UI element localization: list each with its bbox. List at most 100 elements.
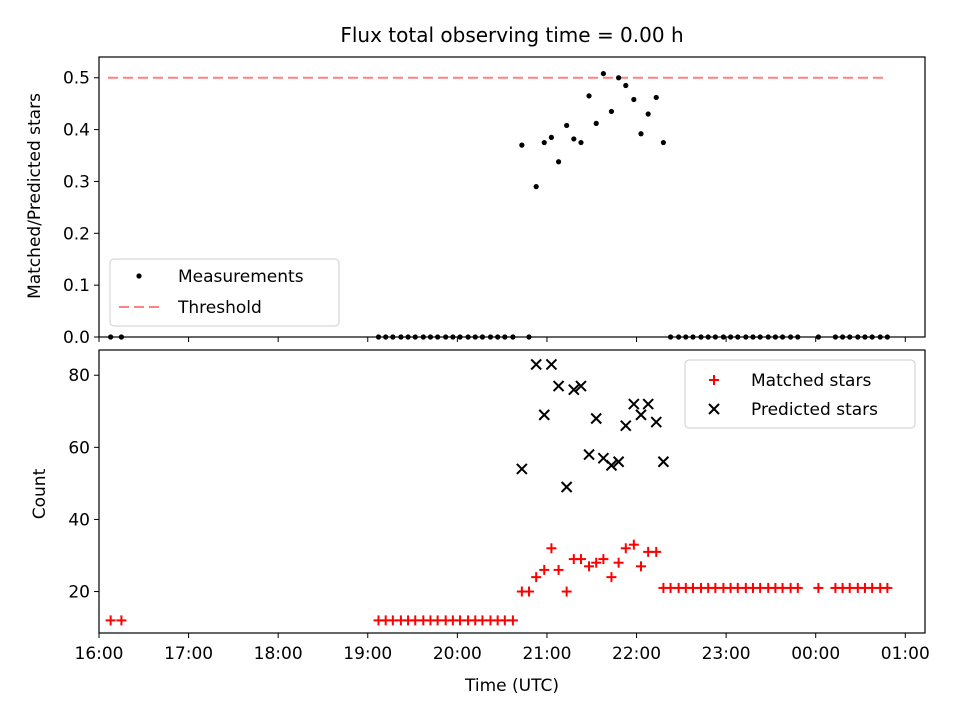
measurement-point bbox=[405, 334, 411, 340]
measurement-point bbox=[757, 334, 763, 340]
matched-stars-point bbox=[539, 564, 550, 575]
bottom-y-tick-label: 40 bbox=[68, 510, 90, 530]
legend-predicted-marker bbox=[708, 403, 720, 415]
x-tick-label: 19:00 bbox=[343, 644, 392, 664]
measurement-point bbox=[653, 94, 659, 101]
measurement-point bbox=[390, 334, 396, 340]
matched-stars-point bbox=[584, 561, 595, 572]
predicted-stars-point bbox=[568, 383, 580, 396]
measurement-point bbox=[593, 120, 599, 126]
legend-predicted-label: Predicted stars bbox=[751, 400, 878, 420]
x-tick-label: 00:00 bbox=[791, 644, 840, 664]
measurement-point bbox=[638, 131, 644, 137]
matched-stars-point bbox=[531, 572, 542, 583]
measurement-point bbox=[479, 334, 486, 340]
measurement-point bbox=[660, 139, 667, 146]
measurement-point bbox=[472, 334, 478, 340]
predicted-stars-point bbox=[605, 459, 618, 472]
x-tick-label: 20:00 bbox=[433, 644, 482, 664]
predicted-stars-point bbox=[545, 358, 558, 371]
measurement-point bbox=[435, 334, 441, 340]
measurement-point bbox=[578, 139, 584, 146]
bottom-panel: 20 40 60 80 16:00 17:00 18:00 19:00 20:00 21:00 22… bbox=[68, 349, 930, 664]
matched-stars-point bbox=[524, 586, 535, 597]
measurement-point bbox=[600, 70, 606, 77]
top-y-tick-label: 0.1 bbox=[63, 276, 90, 296]
predicted-stars-point bbox=[538, 409, 550, 421]
measurement-point bbox=[443, 334, 449, 340]
measurement-point bbox=[855, 334, 861, 340]
measurement-point bbox=[690, 334, 696, 340]
top-y-tick-label: 0.0 bbox=[63, 328, 90, 348]
measurement-point bbox=[108, 334, 114, 340]
measurement-point bbox=[533, 184, 539, 190]
predicted-stars-point bbox=[650, 416, 662, 428]
predicted-stars-point bbox=[530, 358, 542, 371]
predicted-stars-point bbox=[628, 398, 640, 410]
predicted-stars-point bbox=[552, 380, 565, 392]
matched-stars-point bbox=[636, 561, 647, 572]
x-tick-label: 21:00 bbox=[522, 644, 571, 664]
measurement-point bbox=[502, 334, 508, 340]
matched-stars-point bbox=[792, 582, 803, 593]
measurement-point bbox=[526, 334, 532, 340]
measurement-point bbox=[465, 334, 471, 340]
matched-stars-point bbox=[553, 564, 564, 575]
x-tick-label: 17:00 bbox=[164, 644, 213, 664]
top-y-tick-label: 0.2 bbox=[63, 224, 90, 244]
predicted-stars-point bbox=[590, 412, 602, 425]
measurement-point bbox=[616, 75, 622, 81]
predicted-stars-point bbox=[657, 456, 670, 468]
bottom-y-tick-label: 60 bbox=[68, 438, 90, 458]
measurement-point bbox=[839, 334, 846, 340]
legend-threshold-label: Threshold bbox=[177, 298, 262, 318]
measurement-point bbox=[815, 334, 821, 340]
predicted-stars-point bbox=[642, 398, 654, 410]
matched-stars-point bbox=[546, 543, 557, 554]
matched-stars-point bbox=[628, 539, 639, 550]
measurement-point bbox=[495, 334, 501, 340]
chart-title: Flux total observing time = 0.00 h bbox=[340, 23, 683, 47]
measurement-point bbox=[548, 134, 555, 140]
matched-stars-point bbox=[598, 554, 609, 565]
measurement-point bbox=[862, 334, 868, 340]
predicted-stars-point bbox=[516, 463, 528, 475]
measurement-point bbox=[884, 334, 890, 340]
top-y-axis-label: Matched/Predicted stars bbox=[25, 93, 45, 299]
matched-stars-point bbox=[575, 554, 586, 565]
measurement-point bbox=[779, 334, 786, 340]
measurement-point bbox=[564, 122, 570, 129]
bottom-legend: Matched stars Predicted stars bbox=[684, 359, 916, 429]
measurement-point bbox=[608, 108, 615, 115]
legend-measurements-marker bbox=[136, 273, 142, 279]
bottom-y-tick-label: 80 bbox=[68, 366, 90, 386]
measurement-point bbox=[698, 334, 704, 340]
measurement-point bbox=[398, 334, 404, 340]
matched-stars-point bbox=[620, 543, 631, 554]
measurement-point bbox=[788, 334, 794, 340]
measurement-point bbox=[765, 334, 771, 340]
bottom-plot-frame bbox=[98, 349, 926, 634]
top-panel: 0.0 0.1 0.2 0.3 0.4 0.5 Measurements Threshold bbox=[63, 56, 926, 348]
measurement-point bbox=[676, 334, 682, 340]
measurement-point bbox=[712, 334, 718, 340]
matched-stars-point bbox=[813, 582, 824, 593]
predicted-stars-point bbox=[620, 419, 632, 432]
matched-stars-point bbox=[606, 572, 617, 583]
matched-stars-point bbox=[651, 546, 662, 557]
measurement-point bbox=[450, 334, 456, 340]
measurement-point bbox=[727, 334, 734, 340]
measurement-point bbox=[743, 334, 749, 340]
measurement-point bbox=[631, 96, 637, 103]
measurement-point bbox=[571, 136, 577, 142]
measurement-point bbox=[735, 334, 741, 340]
matched-stars-point bbox=[507, 615, 518, 626]
matched-stars-point bbox=[561, 586, 572, 597]
matched-stars-point bbox=[105, 615, 116, 626]
x-tick-label: 18:00 bbox=[254, 644, 303, 664]
measurement-point bbox=[118, 334, 124, 340]
bottom-legend-box bbox=[684, 359, 916, 429]
measurement-point bbox=[383, 334, 389, 340]
measurement-point bbox=[412, 334, 418, 340]
